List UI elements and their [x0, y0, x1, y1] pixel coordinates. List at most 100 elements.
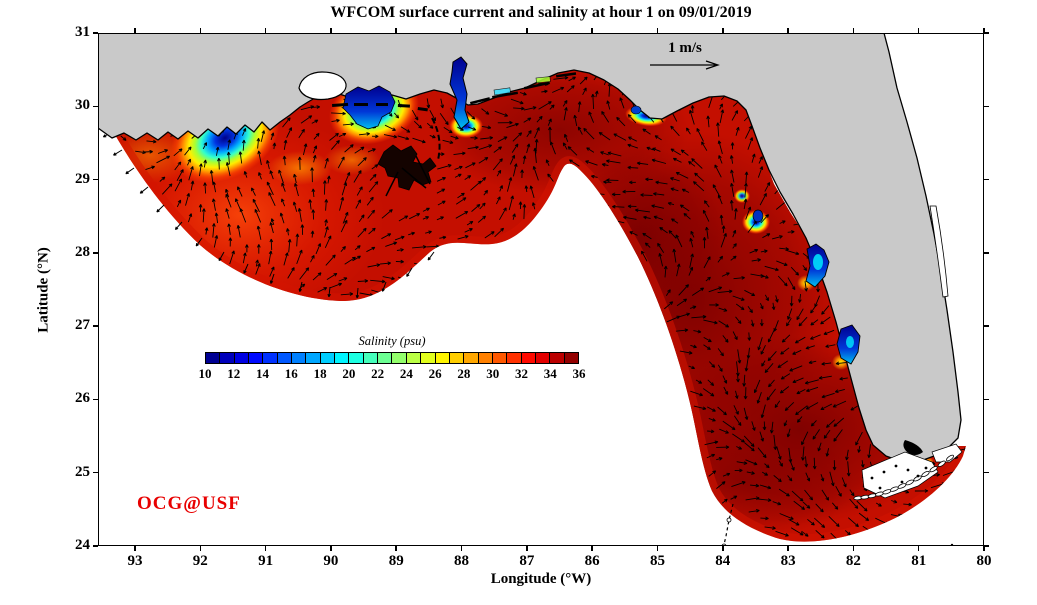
charlotte-cyan [846, 336, 854, 348]
barrier-islands [331, 72, 923, 455]
tick-mark [93, 325, 98, 327]
tick-mark [93, 252, 98, 254]
tick-mark [199, 28, 202, 33]
tick-mark [787, 546, 789, 551]
y-tick-label: 24 [75, 537, 90, 553]
y-tick-label: 25 [75, 463, 90, 480]
tick-mark [787, 28, 789, 33]
tick-mark [460, 28, 463, 33]
colorbar-segment [392, 353, 407, 363]
x-axis-label: Longitude (°W) [490, 571, 592, 587]
tick-mark [93, 32, 98, 34]
mobile-bay [449, 56, 470, 130]
colorbar-segment [435, 353, 450, 363]
salinity-colorbar: Salinity (psu) 10 12 14 16 18 20 22 24 26 28 30 32 3… [199, 334, 586, 382]
tick-mark [984, 32, 989, 34]
tick-mark [984, 178, 989, 181]
colorbar-tick-label: 28 [457, 366, 471, 381]
everglades-swamp [903, 440, 923, 455]
colorbar-segment [206, 353, 221, 363]
tick-mark [984, 471, 989, 474]
y-tick-label: 26 [75, 390, 90, 407]
colorbar-segment [363, 353, 379, 363]
tick-mark [984, 398, 989, 401]
tick-mark [93, 178, 98, 181]
florida-keys [853, 454, 954, 501]
tick-mark [526, 546, 528, 551]
x-tick-label: 87 [519, 553, 535, 569]
y-tick-label: 31 [75, 24, 90, 40]
tick-mark [983, 28, 985, 33]
colorbar-segment [564, 353, 578, 363]
x-tick-label: 84 [715, 553, 731, 569]
tick-mark [917, 28, 920, 33]
tick-mark [199, 546, 202, 551]
tick-mark [395, 28, 397, 33]
ocg-usf-watermark: OCG@USF [137, 493, 241, 514]
x-tick-label: 86 [584, 553, 600, 569]
colorbar-tick-label: 10 [198, 366, 212, 381]
colorbar-segment [378, 353, 393, 363]
tick-mark [395, 546, 397, 551]
colorbar-tick-label: 16 [284, 366, 298, 381]
y-tick-label: 27 [75, 317, 90, 334]
colorbar-tick-label: 34 [543, 366, 557, 381]
colorbar-segment [320, 353, 336, 363]
colorbar-segment [406, 353, 422, 363]
colorbar-tick-label: 26 [428, 366, 442, 381]
colorbar-segment [234, 353, 250, 363]
choctawhatchee-bay [535, 76, 551, 84]
colorbar-tick-label: 12 [227, 366, 241, 381]
colorbar-tick-label: 30 [486, 366, 500, 381]
colorbar-segment [421, 353, 436, 363]
upper-keys-flat [931, 443, 963, 463]
y-axis-label: Latitude (°N) [35, 247, 52, 333]
colorbar-tick-label: 22 [371, 366, 385, 381]
tick-mark [93, 471, 98, 474]
x-tick-label: 89 [388, 553, 404, 569]
lake-borgne [342, 85, 396, 130]
x-tick-label: 90 [323, 553, 339, 569]
colorbar-segment [464, 353, 479, 363]
tick-mark [852, 28, 855, 33]
gulf-of-mexico-map [98, 33, 966, 546]
mississippi-delta [377, 144, 437, 197]
x-tick-label: 85 [649, 553, 665, 569]
tick-mark [134, 546, 136, 551]
colorbar-tick-label: 36 [572, 366, 586, 381]
tick-mark [591, 546, 593, 551]
y-tick-label: 28 [75, 243, 90, 260]
axes-box [98, 33, 984, 546]
x-tick-label: 88 [454, 553, 470, 569]
colorbar-segment [335, 353, 350, 363]
y-tick-label: 30 [75, 97, 90, 114]
colorbar-segment [249, 353, 264, 363]
tick-mark [93, 545, 98, 547]
colorbar-segment [263, 353, 278, 363]
tick-mark [330, 546, 332, 551]
tick-mark [984, 545, 989, 547]
colorbar-segment [492, 353, 508, 363]
tick-mark [852, 546, 855, 551]
tick-mark [264, 28, 267, 33]
indian-river-lagoon [929, 205, 949, 298]
suwannee-inlet [752, 209, 764, 223]
tick-mark [656, 28, 659, 33]
tick-mark [722, 546, 724, 551]
chandeleur-islands [431, 117, 441, 161]
colorbar-segment [507, 353, 522, 363]
tick-mark [984, 105, 989, 108]
tick-mark [264, 546, 267, 551]
colorbar-segment [478, 353, 493, 363]
tampa-bay-cyan [813, 254, 823, 270]
x-tick-label: 80 [976, 553, 992, 569]
figure-title: WFCOM surface current and salinity at ho… [330, 4, 752, 21]
colorbar-tick-label: 32 [514, 366, 528, 381]
tick-mark [983, 546, 985, 551]
colorbar-segment [220, 353, 235, 363]
tick-mark [460, 546, 463, 551]
colorbar-segment [521, 353, 536, 363]
colorbar-tick-labels: 10 12 14 16 18 20 22 24 26 28 30 32 34 36 [199, 366, 586, 382]
x-tick-label: 82 [845, 553, 861, 569]
x-tick-label: 91 [258, 553, 274, 569]
